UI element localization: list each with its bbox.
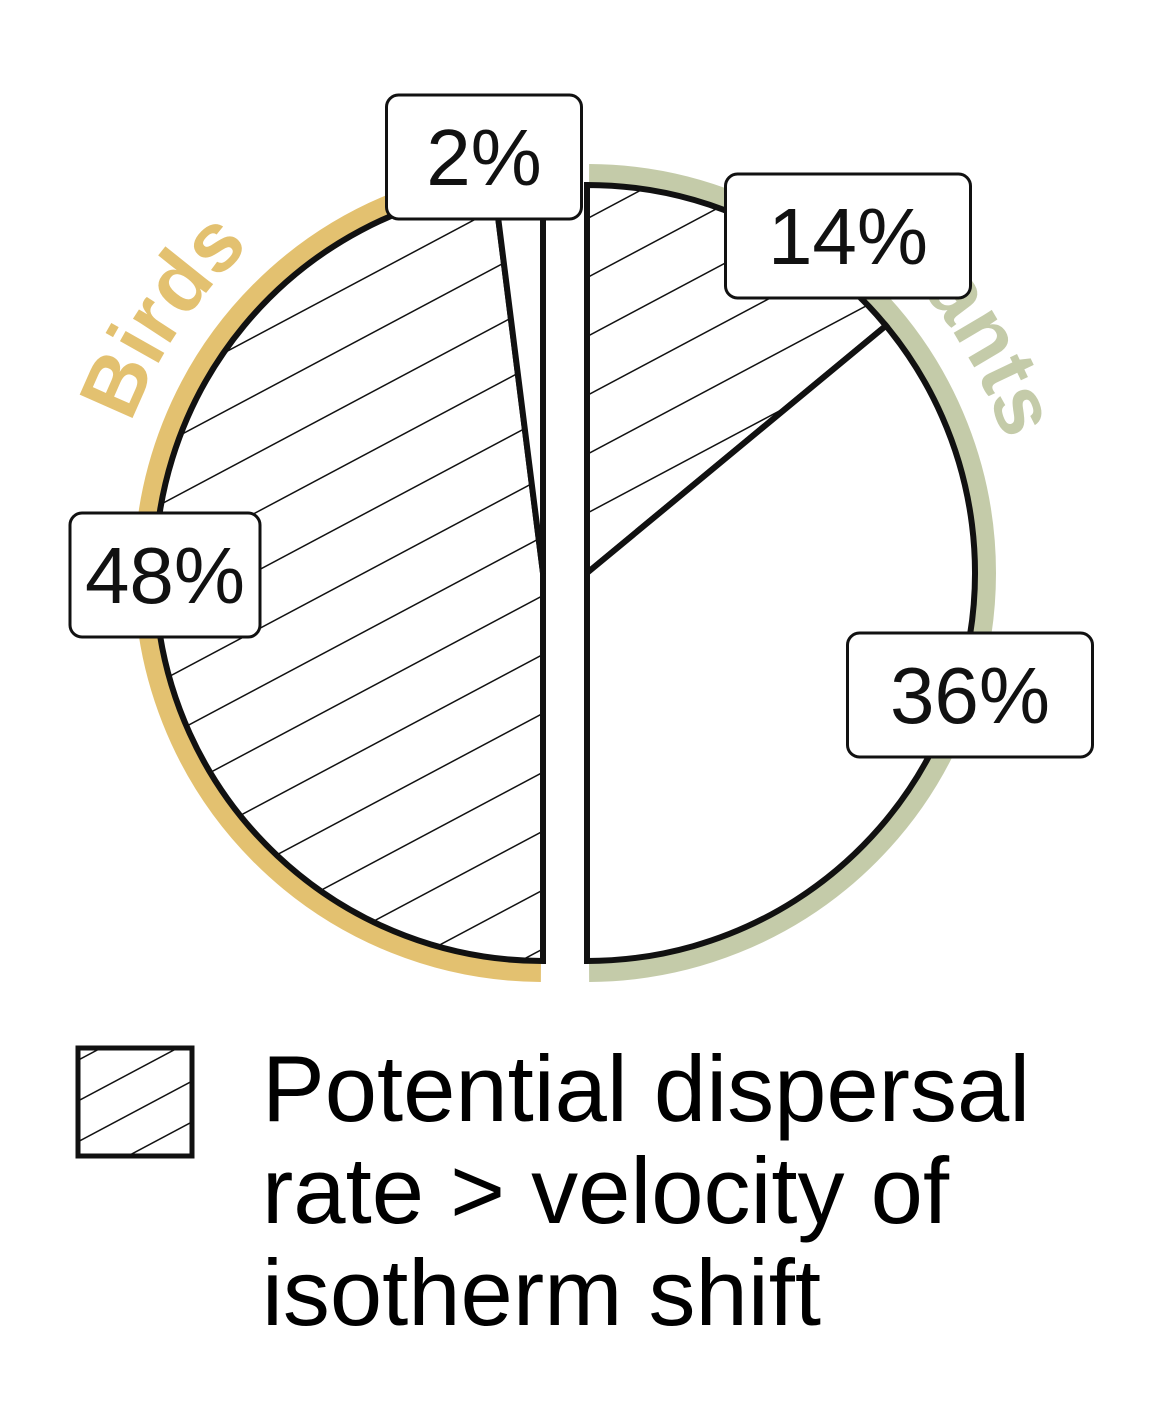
pie-slices [152,181,978,965]
value-label-text: 36% [890,651,1050,740]
value-label-birds-2: 2% [385,93,583,221]
legend-line-1: Potential dispersal [262,1036,1031,1141]
legend [75,1045,195,1159]
value-label-text: 2% [426,113,542,202]
value-labels: 48% 2% 14% 36% [68,93,1094,759]
legend-line-3: isotherm shift [262,1240,821,1345]
legend-swatch-hatched [75,1045,195,1159]
value-label-text: 14% [768,192,928,281]
value-label-plants-2: 36% [846,631,1094,759]
legend-line-2: rate > velocity of [262,1138,950,1243]
value-label-birds-1: 48% [68,511,262,639]
value-label-text: 48% [85,531,245,620]
value-label-plants-1: 14% [724,172,972,300]
legend-label: Potential dispersal rate > velocity of i… [262,1038,1030,1344]
